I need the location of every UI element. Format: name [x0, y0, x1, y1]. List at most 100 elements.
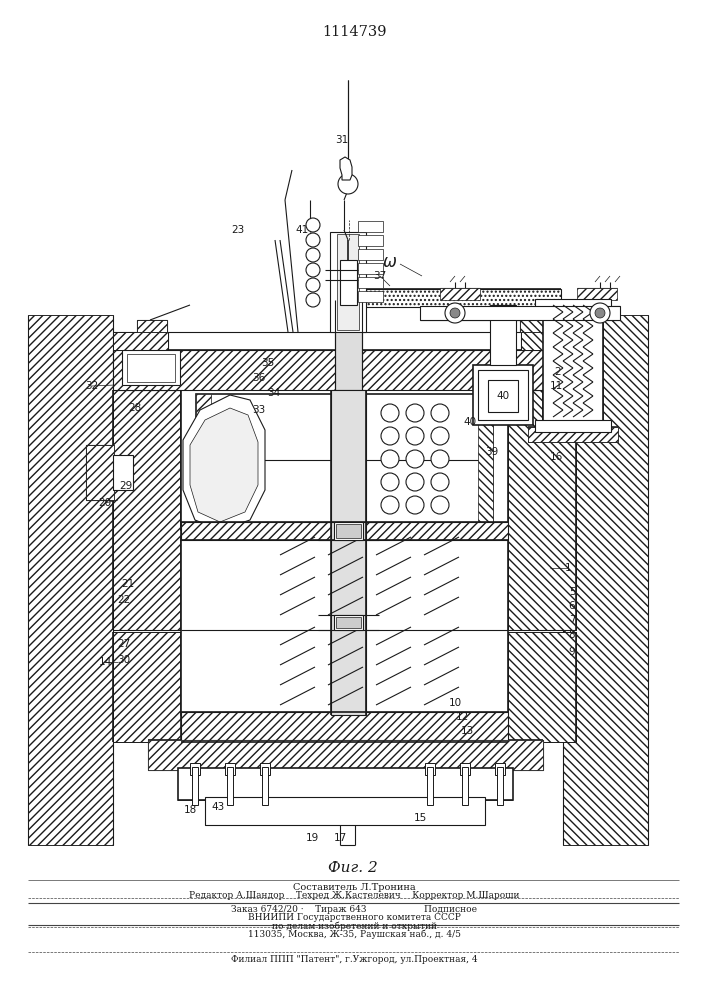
Text: 6: 6: [568, 601, 575, 611]
Bar: [28, 315, 113, 845]
Circle shape: [381, 404, 399, 422]
Text: 27: 27: [117, 639, 131, 649]
Circle shape: [431, 496, 449, 514]
Bar: [196, 394, 211, 524]
Bar: [488, 380, 518, 412]
Circle shape: [445, 303, 465, 323]
Bar: [520, 320, 550, 332]
Text: 37: 37: [373, 271, 387, 281]
Circle shape: [381, 427, 399, 445]
Circle shape: [306, 293, 320, 307]
Text: 18: 18: [183, 805, 197, 815]
Bar: [181, 537, 508, 715]
Text: Филиал ППП "Патент", г.Ужгород, ул.Проектная, 4: Филиал ППП "Патент", г.Ужгород, ул.Проек…: [230, 956, 477, 964]
Bar: [334, 522, 363, 540]
Bar: [490, 305, 516, 365]
Text: 21: 21: [122, 579, 134, 589]
Circle shape: [406, 450, 424, 468]
Circle shape: [431, 404, 449, 422]
Bar: [473, 365, 533, 425]
Text: Заказ 6742/20 ·    Тираж 643                    Подписное: Заказ 6742/20 · Тираж 643 Подписное: [231, 906, 477, 914]
Bar: [528, 427, 618, 442]
Bar: [358, 263, 383, 274]
Text: 43: 43: [211, 802, 225, 812]
Bar: [225, 763, 235, 775]
Bar: [148, 740, 543, 770]
Text: 1114739: 1114739: [322, 25, 386, 39]
Bar: [460, 763, 470, 775]
Circle shape: [306, 233, 320, 247]
Bar: [420, 306, 620, 320]
Circle shape: [306, 248, 320, 262]
Text: 29: 29: [119, 481, 133, 491]
Bar: [336, 617, 361, 628]
Circle shape: [406, 473, 424, 491]
Bar: [366, 289, 561, 307]
Circle shape: [406, 404, 424, 422]
Bar: [495, 763, 505, 775]
Bar: [137, 320, 167, 332]
Text: 20: 20: [98, 498, 112, 508]
Text: 17: 17: [334, 833, 346, 843]
Text: 22: 22: [117, 595, 131, 605]
Text: 31: 31: [335, 135, 349, 145]
Bar: [260, 763, 270, 775]
Bar: [334, 615, 363, 630]
Text: 15: 15: [414, 813, 426, 823]
Bar: [148, 740, 543, 770]
Bar: [358, 291, 383, 302]
Circle shape: [406, 496, 424, 514]
Bar: [190, 763, 200, 775]
Text: 12: 12: [455, 712, 469, 722]
Bar: [181, 522, 508, 540]
Bar: [340, 260, 357, 305]
Polygon shape: [340, 157, 352, 180]
Bar: [196, 394, 493, 524]
Circle shape: [306, 278, 320, 292]
Bar: [535, 299, 611, 309]
Bar: [113, 390, 181, 630]
Bar: [192, 767, 198, 805]
Bar: [425, 763, 435, 775]
Text: 1: 1: [565, 563, 571, 573]
Text: $\omega$: $\omega$: [382, 253, 397, 271]
Bar: [127, 354, 175, 382]
Text: 19: 19: [305, 833, 319, 843]
Text: 113035, Москва, Ж-35, Раушская наб., д. 4/5: 113035, Москва, Ж-35, Раушская наб., д. …: [247, 929, 460, 939]
Circle shape: [431, 450, 449, 468]
Bar: [262, 767, 268, 805]
Text: Редактор А.Шандор    Техред Ж.Кастелевич    Корректор М.Шароши: Редактор А.Шандор Техред Ж.Кастелевич Ко…: [189, 890, 519, 900]
Text: 10: 10: [448, 698, 462, 708]
Circle shape: [590, 303, 610, 323]
Text: 13: 13: [460, 726, 474, 736]
Bar: [440, 288, 480, 300]
Text: 11: 11: [549, 381, 563, 391]
Text: по делам изобретений и открытий: по делам изобретений и открытий: [271, 921, 436, 931]
Polygon shape: [183, 395, 265, 530]
Text: 16: 16: [549, 452, 563, 462]
Text: 39: 39: [486, 447, 498, 457]
Text: 30: 30: [117, 655, 131, 665]
Bar: [331, 390, 366, 715]
Text: 5: 5: [568, 587, 575, 597]
Text: 40: 40: [463, 417, 477, 427]
Bar: [335, 300, 362, 390]
Text: 33: 33: [252, 405, 266, 415]
Text: 35: 35: [262, 358, 274, 368]
Text: 32: 32: [86, 381, 98, 391]
Bar: [122, 350, 180, 385]
Bar: [227, 767, 233, 805]
Bar: [181, 390, 508, 530]
Bar: [86, 445, 114, 500]
Bar: [336, 524, 361, 538]
Bar: [358, 249, 383, 260]
Circle shape: [381, 473, 399, 491]
Bar: [577, 288, 617, 300]
Bar: [337, 234, 359, 330]
Polygon shape: [190, 408, 258, 522]
Bar: [178, 768, 513, 800]
Circle shape: [431, 473, 449, 491]
Text: 8: 8: [568, 630, 575, 640]
Circle shape: [431, 427, 449, 445]
Bar: [358, 235, 383, 246]
